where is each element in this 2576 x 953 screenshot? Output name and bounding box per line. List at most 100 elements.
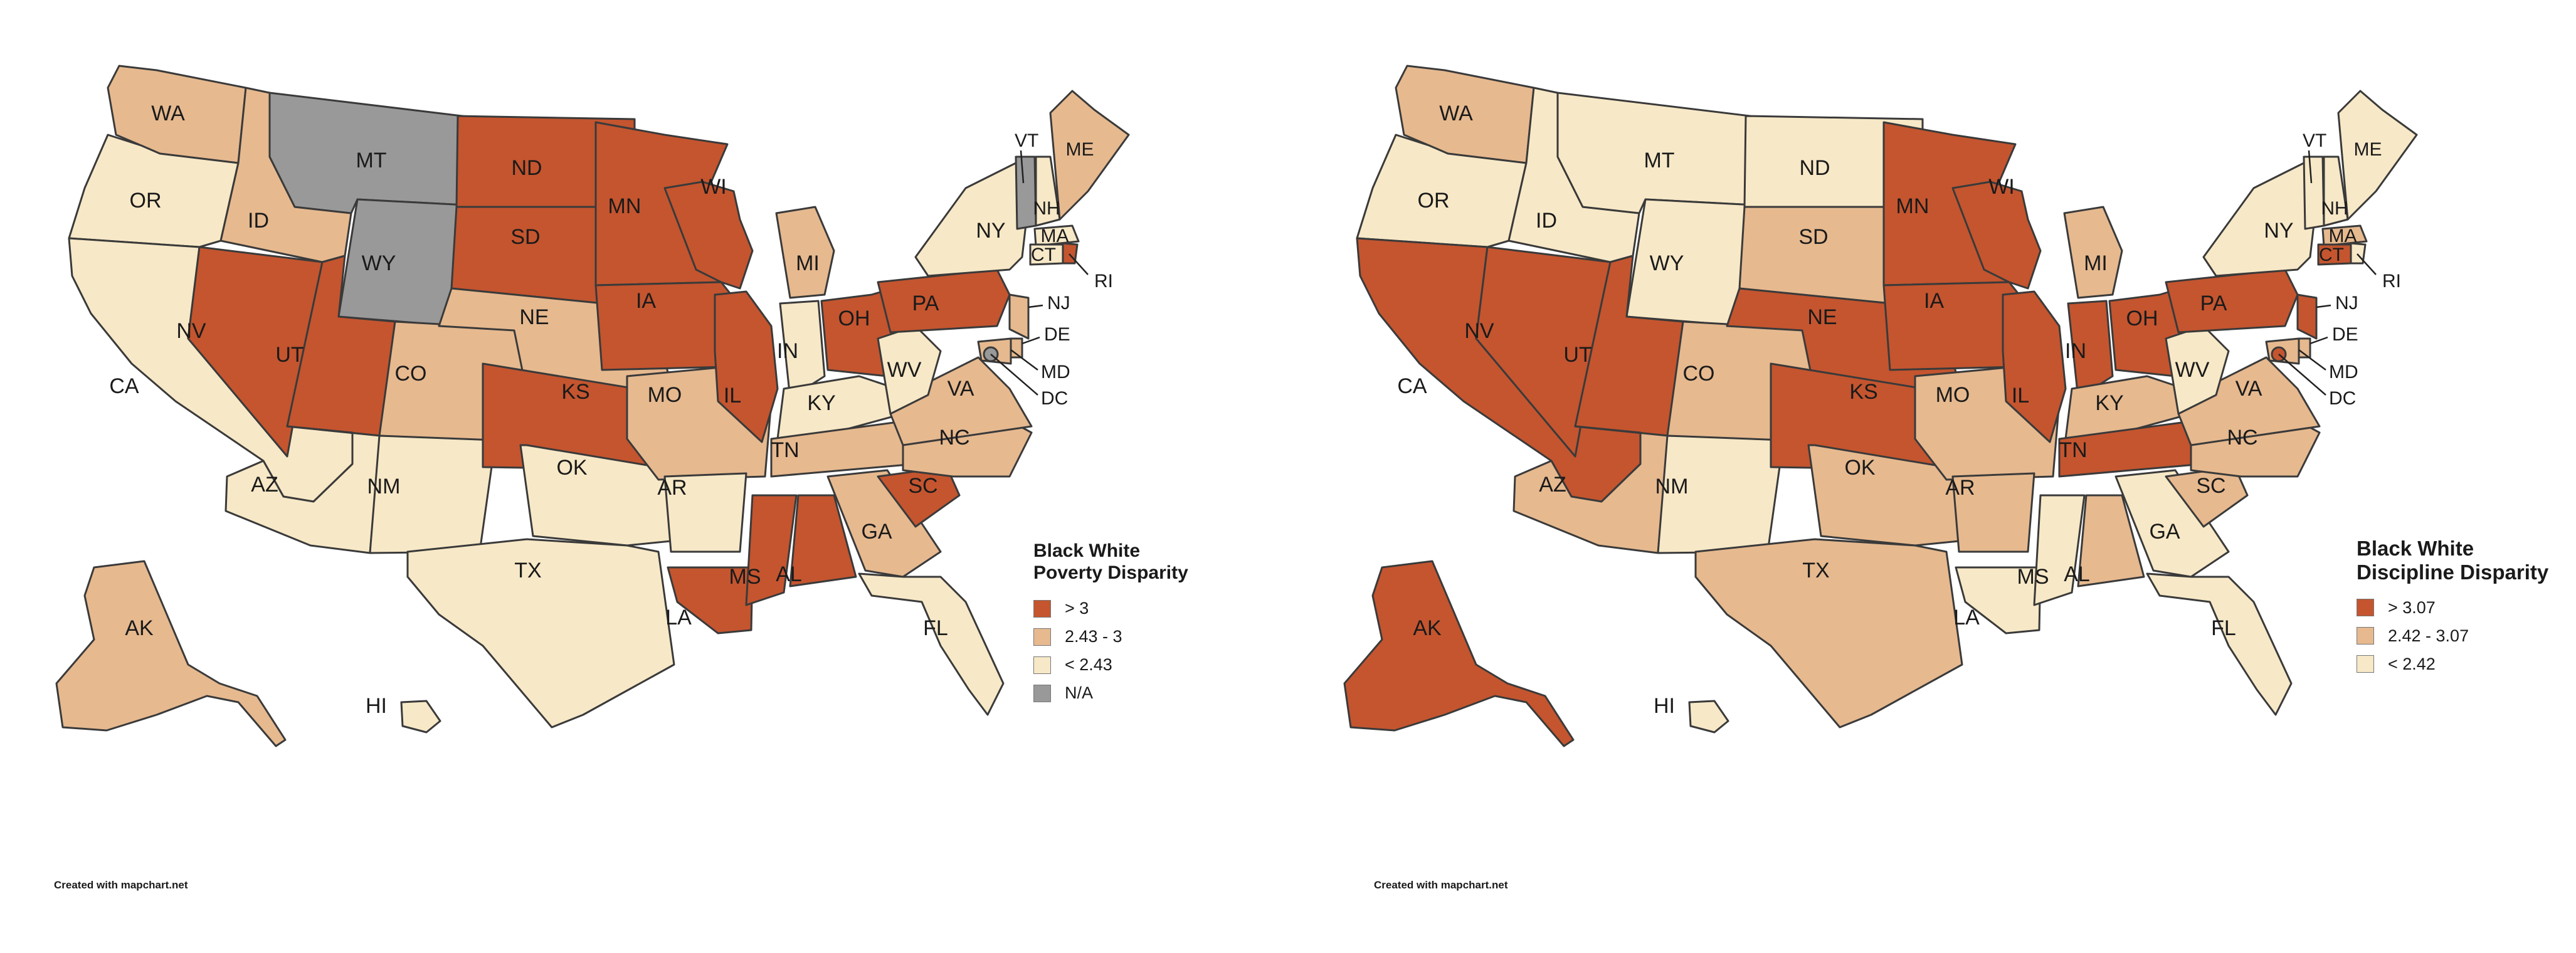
state-il	[714, 290, 779, 443]
state-ar	[663, 472, 747, 553]
discipline-legend: Black White Discipline Disparity > 3.07 2…	[2357, 537, 2548, 674]
state-label-mn: MN	[608, 194, 641, 218]
state-label-va: VA	[948, 377, 974, 401]
state-label-ca: CA	[1397, 374, 1427, 398]
state-al	[2077, 494, 2145, 587]
state-label-vt: VT	[2303, 130, 2326, 151]
state-label-ky: KY	[2095, 391, 2123, 415]
state-label-ga: GA	[861, 520, 892, 544]
state-ny	[914, 162, 1033, 277]
labels-layer: WA OR CA NV ID MT WY UT AZ CO NM ND SD NE KS OK TX MN IA MO…	[109, 102, 1113, 718]
state-label-la: LA	[1953, 606, 1980, 629]
state-label-mi: MI	[2084, 251, 2108, 275]
state-label-ny: NY	[976, 219, 1005, 243]
state-label-oh: OH	[2126, 307, 2158, 330]
state-la	[1955, 566, 2042, 634]
state-me	[1049, 90, 1130, 221]
state-label-az: AZ	[251, 473, 278, 497]
state-label-nv: NV	[176, 319, 206, 343]
state-label-il: IL	[724, 384, 741, 408]
state-ny	[2202, 162, 2321, 277]
state-label-ri: RI	[2382, 271, 2401, 292]
state-label-or: OR	[130, 189, 162, 213]
legend-swatch-na	[1033, 684, 1051, 702]
state-label-nv: NV	[1464, 319, 1494, 343]
state-label-tn: TN	[771, 438, 799, 462]
state-nv	[187, 246, 324, 458]
state-label-md: MD	[1041, 362, 1070, 382]
state-label-pa: PA	[912, 292, 939, 315]
state-label-ca: CA	[109, 374, 139, 398]
legend-swatch-low	[2357, 655, 2374, 673]
poverty-map-svg: WA OR CA NV ID MT WY UT AZ CO NM ND SD NE KS OK TX MN IA MO…	[55, 65, 1130, 747]
state-label-nd: ND	[511, 156, 542, 180]
legend-item: 2.42 - 3.07	[2357, 626, 2548, 646]
state-ak	[55, 560, 287, 747]
state-label-sc: SC	[2196, 474, 2225, 498]
state-label-az: AZ	[1539, 473, 1566, 497]
state-mi	[775, 206, 835, 299]
state-label-mi: MI	[796, 251, 820, 275]
state-la	[667, 566, 754, 634]
leader-dc	[2278, 354, 2326, 396]
state-label-wv: WV	[2175, 358, 2210, 382]
state-label-wa: WA	[151, 102, 185, 125]
state-hi	[400, 700, 441, 734]
state-label-ia: IA	[636, 289, 656, 313]
legend-item: 2.43 - 3	[1033, 627, 1188, 646]
state-label-vt: VT	[1015, 130, 1038, 151]
state-label-nj: NJ	[1047, 293, 1070, 313]
state-label-wy: WY	[1650, 251, 1684, 275]
state-label-ma: MA	[1041, 226, 1069, 246]
state-label-nj: NJ	[2335, 293, 2358, 313]
state-label-wi: WI	[1988, 175, 2015, 199]
leader-nj	[1028, 304, 1043, 308]
state-pa	[877, 268, 1011, 334]
state-label-dc: DC	[2329, 388, 2356, 409]
discipline-map-svg: WA OR CA NV ID MT WY UT AZ CO NM ND SD NE KS OK TX MN IA MO…	[1343, 65, 2418, 747]
state-label-ak: AK	[1413, 616, 1442, 640]
state-label-in: IN	[777, 339, 798, 363]
state-label-tn: TN	[2059, 438, 2087, 462]
states-layer	[1343, 65, 2418, 747]
legend-swatch-low	[1033, 656, 1051, 674]
leader-md	[1010, 349, 1038, 371]
state-label-ma: MA	[2329, 226, 2357, 246]
legend-label: N/A	[1065, 683, 1094, 702]
state-label-ak: AK	[125, 616, 154, 640]
states-layer	[55, 65, 1130, 747]
state-label-al: AL	[776, 562, 802, 586]
state-label-wa: WA	[1439, 102, 1473, 125]
state-ms	[2033, 494, 2086, 606]
legend-label: 2.43 - 3	[1065, 627, 1122, 646]
state-label-id: ID	[248, 209, 269, 233]
state-label-me: ME	[1066, 139, 1094, 160]
state-label-ny: NY	[2264, 219, 2293, 243]
state-label-il: IL	[2012, 384, 2029, 408]
legend-items: > 3.07 2.42 - 3.07 < 2.42	[2357, 598, 2548, 674]
state-al	[789, 494, 857, 587]
state-in	[2067, 300, 2114, 399]
state-label-mo: MO	[1936, 383, 1970, 407]
legend-item: < 2.42	[2357, 655, 2548, 674]
state-label-ga: GA	[2149, 520, 2180, 544]
state-fl	[2146, 572, 2293, 716]
state-label-sd: SD	[510, 225, 540, 249]
state-label-ar: AR	[1945, 476, 1975, 500]
legend-title-line2: Discipline Disparity	[2357, 560, 2549, 584]
state-ga	[826, 469, 942, 578]
state-ar	[1951, 472, 2035, 553]
legend-title-line1: Black White	[1033, 540, 1141, 561]
state-label-dc: DC	[1041, 388, 1068, 409]
state-label-wv: WV	[887, 358, 922, 382]
state-label-fl: FL	[2211, 616, 2236, 640]
state-label-mt: MT	[1644, 149, 1674, 172]
state-label-ok: OK	[1844, 456, 1875, 480]
state-label-wi: WI	[700, 175, 727, 199]
leader-ri	[2357, 253, 2377, 275]
state-in	[779, 300, 826, 399]
state-label-ct: CT	[1031, 245, 1056, 265]
leader-dc	[990, 354, 1038, 396]
legend-label: > 3	[1065, 599, 1089, 618]
state-label-tx: TX	[1802, 559, 1829, 582]
